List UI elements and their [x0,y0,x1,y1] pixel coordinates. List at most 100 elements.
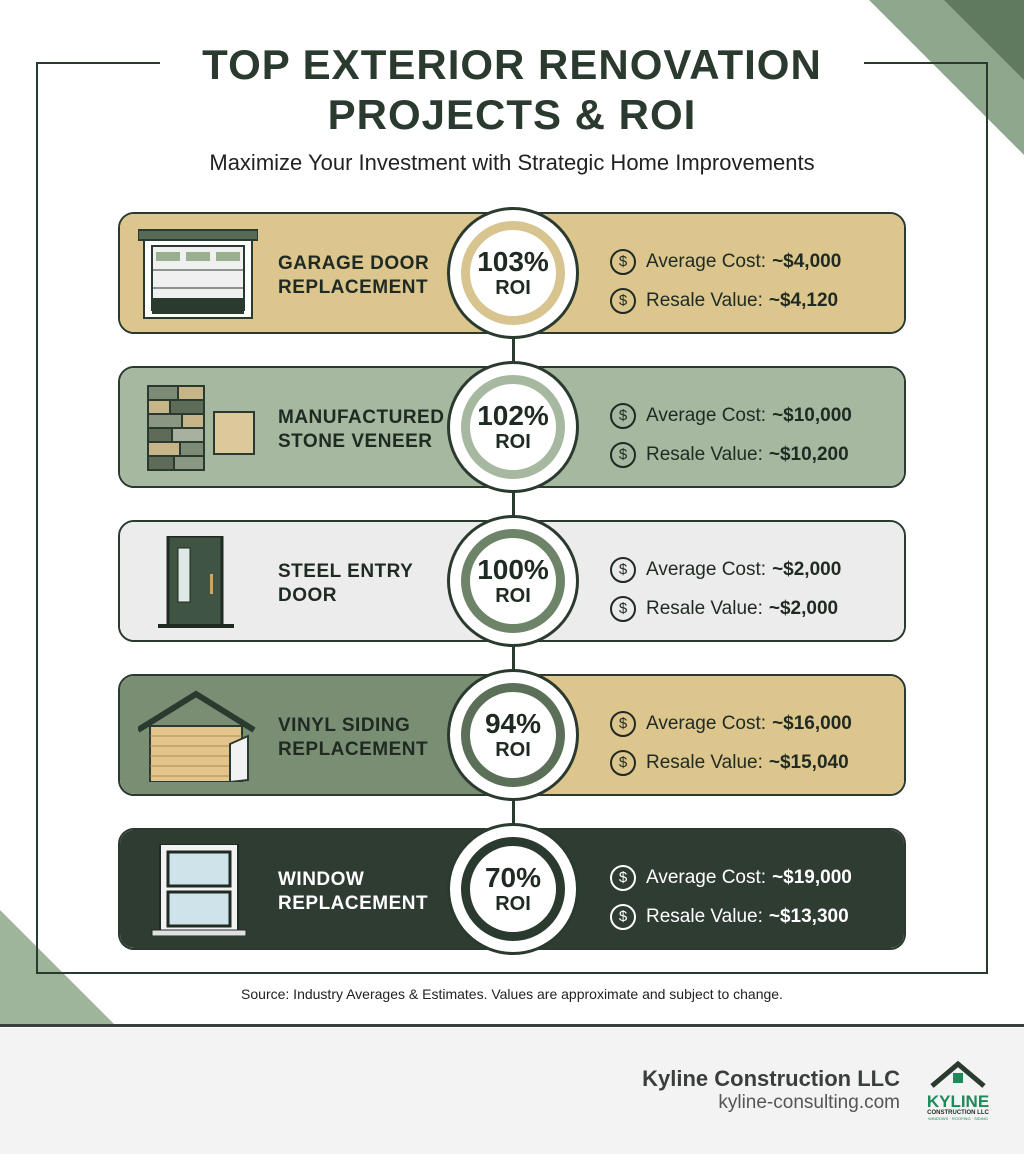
card-right-panel [515,214,904,332]
logo-tag: WINDOWS · ROOFING · SIDING [928,1116,988,1121]
dollar-icon: $ [610,710,636,737]
roi-percent: 70% [484,861,542,893]
cost-label: Average Cost: [646,558,767,580]
dollar-icon: $ [610,595,636,622]
roi-badge: 103% ROI [447,207,579,339]
corner-decoration [0,910,115,1025]
project-card: MANUFACTURED STONE VENEER $ Average Cost: ~… [118,366,906,488]
average-cost: $ Average Cost: ~$10,000 [610,396,852,435]
project-name-line: STEEL ENTRY [278,561,414,582]
roi-label: ROI [495,584,531,607]
project-name-line: VINYL SIDING [278,715,411,736]
cost-label: Average Cost: [646,866,767,888]
project-name-line: GARAGE DOOR [278,253,430,274]
average-cost: $ Average Cost: ~$2,000 [610,550,841,589]
project-card: GARAGE DOOR REPLACEMENT $ Average Cost: ~$4… [118,212,906,334]
frame-line [864,62,988,64]
company-info: Kyline Construction LLC kyline-consultin… [642,1066,900,1114]
logo-sub: CONSTRUCTION LLC [927,1110,989,1116]
dollar-icon: $ [610,749,636,776]
roi-badge: 100% ROI [447,515,579,647]
roi-label: ROI [495,430,531,453]
project-stats: $ Average Cost: ~$16,000 $ Resale Value: ~$1… [610,704,852,782]
frame-line [36,62,160,64]
frame-line [36,62,38,974]
resale-value: $ Resale Value: ~$13,300 [610,897,852,936]
roi-percent: 100% [477,553,549,585]
project-stats: $ Average Cost: ~$10,000 $ Resale Value: ~$1… [610,396,852,474]
project-name: STEEL ENTRY DOOR [278,560,413,608]
resale-label: Resale Value: [646,289,763,311]
company-name: Kyline Construction LLC [642,1066,900,1091]
company-url[interactable]: kyline-consulting.com [718,1092,900,1113]
resale-label: Resale Value: [646,751,763,773]
card-right-panel [515,830,904,948]
roi-badge: 70% ROI [447,823,579,955]
roi-label: ROI [495,276,531,299]
card-right-panel [515,368,904,486]
dollar-icon: $ [610,287,636,314]
subtitle: Maximize Your Investment with Strategic … [209,150,815,175]
project-name-line: STONE VENEER [278,431,433,452]
resale-label: Resale Value: [646,905,763,927]
resale-value: $ Resale Value: ~$10,200 [610,435,852,474]
roi-ring: 94% ROI [461,683,565,787]
resale-label: Resale Value: [646,443,763,465]
cost-value: ~$16,000 [772,712,852,734]
roi-label: ROI [495,892,531,915]
dollar-icon: $ [610,441,636,468]
project-name: WINDOW REPLACEMENT [278,868,428,916]
logo-text: KYLINE [926,1092,990,1111]
project-name-line: WINDOW [278,869,365,890]
project-stats: $ Average Cost: ~$2,000 $ Resale Value: ~$2,… [610,550,841,628]
dollar-icon: $ [610,402,636,429]
cost-value: ~$10,000 [772,404,852,426]
footer [0,1028,1024,1154]
roi-ring: 70% ROI [461,837,565,941]
card-right-panel [515,522,904,640]
average-cost: $ Average Cost: ~$19,000 [610,858,852,897]
source-note: Source: Industry Averages & Estimates. V… [241,986,783,1002]
resale-value-amount: ~$4,120 [768,289,839,311]
project-name-line: MANUFACTURED [278,407,445,428]
cost-label: Average Cost: [646,404,767,426]
window-icon [138,843,258,937]
resale-value-amount: ~$10,200 [768,443,849,465]
house-roof-icon [930,1060,986,1088]
project-name: GARAGE DOOR REPLACEMENT [278,252,429,300]
divider [0,1024,1024,1027]
roi-badge: 102% ROI [447,361,579,493]
frame-line [36,972,988,974]
roi-percent: 94% [484,707,542,739]
roi-ring: 103% ROI [461,221,565,325]
roi-badge: 94% ROI [447,669,579,801]
garage-door-icon [137,228,259,320]
dollar-icon: $ [610,556,636,583]
project-stats: $ Average Cost: ~$4,000 $ Resale Value: ~$4,… [610,242,841,320]
cost-label: Average Cost: [646,712,767,734]
resale-value-amount: ~$13,300 [768,905,849,927]
resale-value-amount: ~$15,040 [768,751,849,773]
vinyl-siding-house-icon [136,690,258,784]
cost-label: Average Cost: [646,250,767,272]
dollar-icon: $ [610,903,636,930]
roi-ring: 102% ROI [461,375,565,479]
project-name-line: REPLACEMENT [278,739,429,760]
resale-value-amount: ~$2,000 [768,597,839,619]
dollar-icon: $ [610,248,636,275]
project-stats: $ Average Cost: ~$19,000 $ Resale Value: ~$1… [610,858,852,936]
dollar-icon: $ [610,864,636,891]
resale-value: $ Resale Value: ~$2,000 [610,589,841,628]
title-line: PROJECTS & ROI [327,91,697,138]
corner-decoration [944,0,1024,80]
roi-percent: 103% [477,245,549,277]
stone-veneer-icon [138,382,258,474]
project-name: VINYL SIDING REPLACEMENT [278,714,428,762]
project-name-line: DOOR [278,585,337,606]
page-title: TOP EXTERIOR RENOVATION PROJECTS & ROI [0,40,1024,140]
project-name: MANUFACTURED STONE VENEER [278,406,444,454]
average-cost: $ Average Cost: ~$16,000 [610,704,852,743]
steel-door-icon [138,534,258,630]
cost-value: ~$19,000 [772,866,852,888]
frame-line [986,62,988,974]
